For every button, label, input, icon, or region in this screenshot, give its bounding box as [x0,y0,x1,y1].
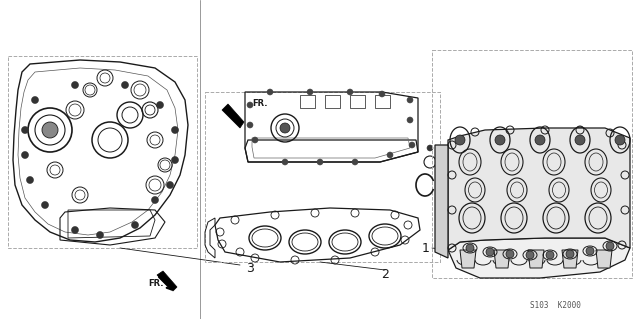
Text: S103  K2000: S103 K2000 [529,300,580,309]
Circle shape [282,159,288,165]
Circle shape [152,197,159,204]
Circle shape [42,202,49,209]
Circle shape [72,226,79,234]
Polygon shape [596,250,612,268]
Circle shape [97,232,104,239]
Polygon shape [448,238,630,278]
Polygon shape [528,250,544,268]
Circle shape [409,142,415,148]
Circle shape [606,242,614,250]
Text: FR.: FR. [148,278,163,287]
Text: 2: 2 [381,269,389,281]
Polygon shape [562,250,578,268]
Circle shape [586,247,594,255]
Circle shape [252,137,258,143]
Circle shape [247,122,253,128]
Circle shape [280,123,290,133]
Polygon shape [157,271,177,291]
Circle shape [166,182,173,189]
Circle shape [307,89,313,95]
Circle shape [172,157,179,164]
Circle shape [72,81,79,88]
Circle shape [535,135,545,145]
Circle shape [615,135,625,145]
Circle shape [387,152,393,158]
Circle shape [131,221,138,228]
Circle shape [22,152,29,159]
Circle shape [407,97,413,103]
Circle shape [267,89,273,95]
Circle shape [379,91,385,97]
Circle shape [172,127,179,133]
Text: 3: 3 [246,262,254,275]
Circle shape [526,251,534,259]
Circle shape [352,159,358,165]
Polygon shape [448,128,630,250]
Text: FR.: FR. [252,100,268,108]
Circle shape [455,135,465,145]
Circle shape [427,145,433,151]
Text: 1: 1 [422,241,430,255]
Polygon shape [494,250,510,268]
Circle shape [546,251,554,259]
Circle shape [22,127,29,133]
Circle shape [575,135,585,145]
Circle shape [317,159,323,165]
Circle shape [495,135,505,145]
Circle shape [566,250,574,258]
Circle shape [26,176,33,183]
Polygon shape [222,104,244,128]
Polygon shape [435,145,448,258]
Circle shape [407,117,413,123]
Circle shape [247,102,253,108]
Circle shape [466,244,474,252]
Circle shape [31,97,38,103]
Circle shape [42,122,58,138]
Polygon shape [460,250,476,268]
Circle shape [157,101,163,108]
Circle shape [486,248,494,256]
Circle shape [122,81,129,88]
Circle shape [506,250,514,258]
Circle shape [347,89,353,95]
